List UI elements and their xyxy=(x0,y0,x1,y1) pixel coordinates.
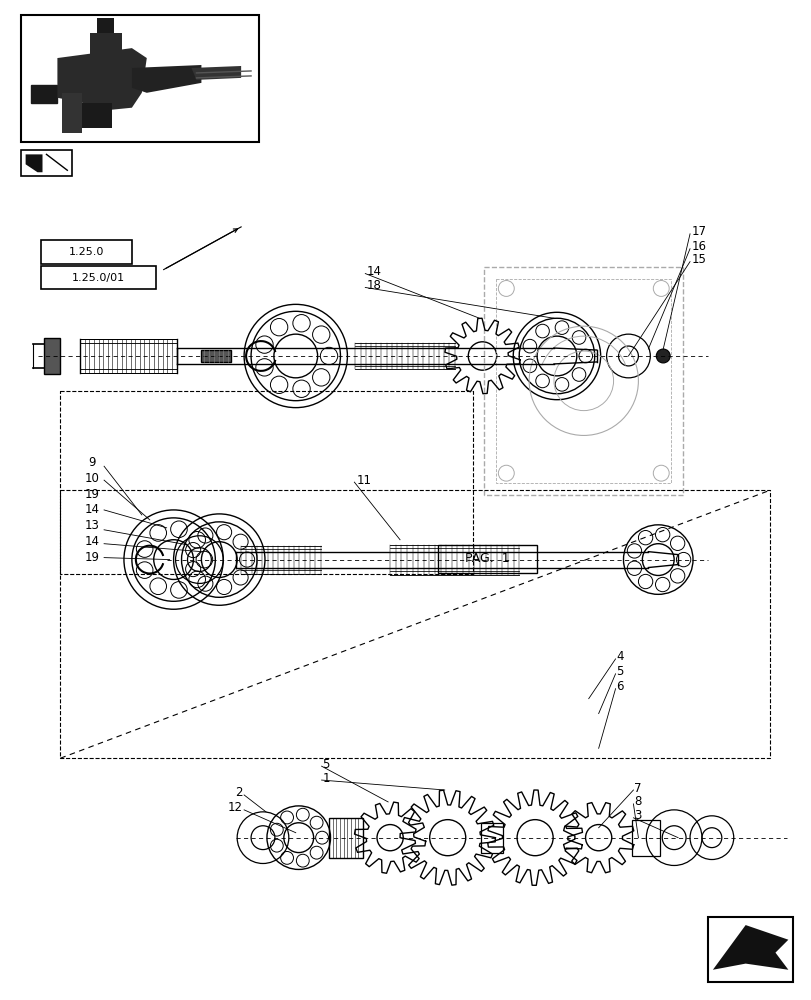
Bar xyxy=(437,545,536,573)
Text: 5: 5 xyxy=(322,758,329,771)
Bar xyxy=(707,917,792,982)
Polygon shape xyxy=(97,18,114,33)
Text: 2: 2 xyxy=(235,786,242,799)
Bar xyxy=(484,267,682,495)
Text: 14: 14 xyxy=(366,265,381,278)
Polygon shape xyxy=(90,33,122,58)
Bar xyxy=(60,391,472,574)
Text: 9: 9 xyxy=(88,456,96,469)
Bar xyxy=(41,266,156,289)
Bar xyxy=(328,818,363,858)
Polygon shape xyxy=(712,925,787,970)
Text: 5: 5 xyxy=(616,665,623,678)
Text: 8: 8 xyxy=(633,795,641,808)
Bar xyxy=(60,490,770,758)
Circle shape xyxy=(655,349,669,363)
Text: 1.25.0/01: 1.25.0/01 xyxy=(71,273,125,283)
Polygon shape xyxy=(62,93,82,133)
Text: 1: 1 xyxy=(322,772,329,785)
Text: 1.25.0: 1.25.0 xyxy=(68,247,104,257)
Text: 15: 15 xyxy=(691,253,706,266)
Text: 14: 14 xyxy=(84,503,100,516)
Polygon shape xyxy=(26,154,42,172)
Bar xyxy=(632,820,659,856)
Text: 10: 10 xyxy=(84,472,100,485)
Bar xyxy=(45,338,60,374)
Text: 7: 7 xyxy=(633,782,642,795)
Polygon shape xyxy=(77,103,112,128)
Text: 11: 11 xyxy=(356,474,371,487)
Text: 19: 19 xyxy=(84,551,100,564)
Text: 16: 16 xyxy=(691,240,706,253)
Bar xyxy=(20,150,72,176)
Text: 3: 3 xyxy=(633,809,641,822)
Text: 6: 6 xyxy=(616,680,624,693)
Bar xyxy=(201,350,231,362)
Text: 4: 4 xyxy=(616,650,624,663)
Text: PAG.  1: PAG. 1 xyxy=(465,552,509,565)
Text: 17: 17 xyxy=(691,225,706,238)
Text: 18: 18 xyxy=(366,279,380,292)
Text: 19: 19 xyxy=(84,488,100,501)
Text: 12: 12 xyxy=(228,801,242,814)
Polygon shape xyxy=(58,48,147,111)
Text: 14: 14 xyxy=(84,535,100,548)
Bar xyxy=(481,823,503,853)
Bar xyxy=(20,15,259,142)
Polygon shape xyxy=(31,85,58,103)
Bar xyxy=(496,279,671,483)
Polygon shape xyxy=(131,65,201,93)
Text: 13: 13 xyxy=(84,519,100,532)
Bar xyxy=(41,240,131,264)
Polygon shape xyxy=(191,66,241,80)
